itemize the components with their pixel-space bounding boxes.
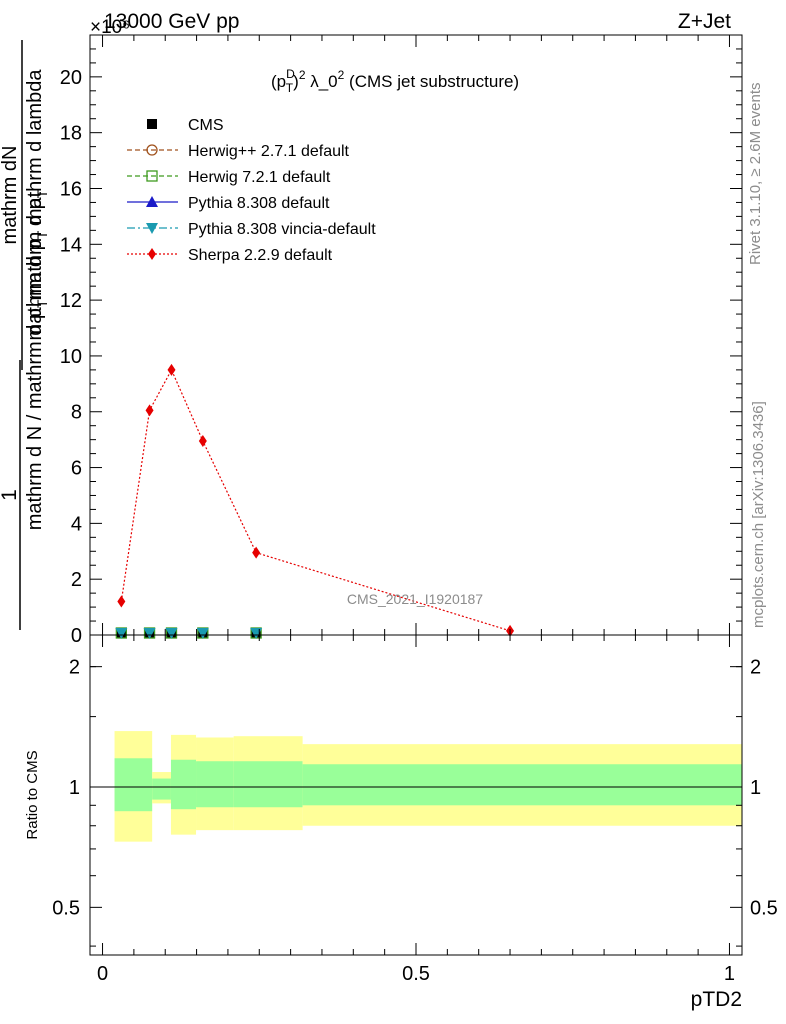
main-y-axis: 0 2 4 6 8 10 12 14 16 18 20 bbox=[60, 34, 742, 647]
legend-marker-pythia-8-308-vincia-default bbox=[146, 223, 158, 234]
ratio-y-tick-label: 1 bbox=[69, 777, 80, 799]
legend: CMS Herwig++ 2.7.1 default Herwig 7.2.1 de… bbox=[127, 117, 376, 264]
main-data-marks bbox=[115, 363, 515, 639]
main-y-tick-label: 20 bbox=[60, 67, 82, 89]
title-mid: λ_0 bbox=[306, 72, 338, 91]
ratio-y-axis-label: Ratio to CMS bbox=[24, 750, 41, 839]
data-point-pythia-8-308-vincia-default bbox=[196, 628, 209, 639]
main-y-axis-label: 1 mathrm dN mathrm d pT mathrm d lambda … bbox=[0, 40, 50, 630]
x-tick-label: 1 bbox=[724, 963, 735, 985]
main-y-tick-label: 12 bbox=[60, 290, 82, 312]
ratio-inner-band bbox=[302, 764, 742, 806]
title-sup-2b: 2 bbox=[338, 68, 345, 82]
main-y-tick-label: 18 bbox=[60, 123, 82, 145]
ylabel-frac-top: mathrm dN bbox=[0, 146, 21, 245]
main-y-tick-label: 8 bbox=[71, 402, 82, 424]
ratio-inner-band bbox=[233, 761, 303, 808]
legend-label-herwig-2-7-1-default: Herwig++ 2.7.1 default bbox=[188, 143, 350, 160]
legend-marker-herwig-2-7-1-default bbox=[146, 144, 158, 156]
ylabel-denominator: mathrm d N / mathrm d pTmathrm d pT bbox=[24, 189, 50, 530]
ratio-y-tick-label: 2 bbox=[69, 657, 80, 679]
legend-marker-cms bbox=[147, 119, 157, 129]
data-point-sherpa-2-2-9-default bbox=[198, 435, 207, 448]
ratio-inner-band bbox=[170, 759, 197, 810]
data-point-sherpa-2-2-9-default bbox=[117, 595, 126, 608]
ratio-uncertainty-bands bbox=[90, 731, 742, 842]
ratio-inner-band bbox=[196, 761, 234, 808]
x-tick-label: 0.5 bbox=[402, 963, 430, 985]
main-y-tick-label: 14 bbox=[60, 234, 82, 256]
ratio-y-tick-label: 0.5 bbox=[52, 897, 80, 919]
main-y-tick-label: 0 bbox=[71, 625, 82, 647]
x-axis-label: pTD2 bbox=[691, 988, 742, 1011]
data-point-pythia-8-308-vincia-default bbox=[115, 628, 128, 639]
ylabel-frac-bottom: mathrm d pT mathrm d lambda bbox=[24, 69, 50, 341]
analysis-watermark: CMS_2021_I1920187 bbox=[347, 591, 483, 607]
main-y-tick-label: 16 bbox=[60, 178, 82, 200]
ratio-y-axis: 0.5 0.5 1 1 2 2 bbox=[52, 657, 778, 947]
exponent-label: ×10⁶ bbox=[90, 17, 130, 38]
ratio-y-tick-label-right: 0.5 bbox=[750, 897, 778, 919]
rivet-label: Rivet 3.1.10, ≥ 2.6M events bbox=[747, 83, 764, 266]
main-y-tick-label: 10 bbox=[60, 346, 82, 368]
data-point-pythia-8-308-vincia-default bbox=[143, 628, 156, 639]
legend-label-sherpa-2-2-9-default: Sherpa 2.2.9 default bbox=[188, 247, 333, 264]
x-tick-label: 0 bbox=[97, 963, 108, 985]
legend-label-herwig-7-2-1-default: Herwig 7.2.1 default bbox=[188, 169, 331, 186]
series-line-sherpa-2-2-9-default bbox=[120, 368, 511, 632]
title-sub-t: T bbox=[286, 81, 294, 95]
ylabel-numerator: 1 bbox=[0, 489, 21, 501]
legend-marker-herwig-7-2-1-default bbox=[146, 170, 158, 182]
title-prefix: (p bbox=[271, 72, 286, 91]
mcplots-label: mcplots.cern.ch [arXiv:1306.3436] bbox=[750, 401, 767, 628]
header-left-title: 13000 GeV pp bbox=[104, 10, 239, 33]
data-point-sherpa-2-2-9-default bbox=[145, 404, 154, 417]
ratio-inner-band bbox=[152, 778, 171, 800]
main-y-tick-label: 6 bbox=[71, 458, 82, 480]
data-point-sherpa-2-2-9-default bbox=[167, 363, 176, 376]
title-paren: ) bbox=[293, 72, 299, 91]
header-right-title: Z+Jet bbox=[678, 10, 731, 33]
x-axis: 0 0.5 1 bbox=[97, 35, 735, 985]
data-point-sherpa-2-2-9-default bbox=[252, 546, 261, 559]
title-sup-2: 2 bbox=[299, 68, 306, 82]
title-suffix: (CMS jet substructure) bbox=[344, 72, 519, 91]
legend-label-pythia-8-308-default: Pythia 8.308 default bbox=[188, 195, 330, 212]
main-y-tick-label: 2 bbox=[71, 569, 82, 591]
legend-marker-sherpa-2-2-9-default bbox=[148, 248, 156, 260]
main-panel-title: (pD T)2 λ_02 (CMS jet substructure) bbox=[271, 67, 519, 95]
legend-label-pythia-8-308-vincia-default: Pythia 8.308 vincia-default bbox=[188, 221, 376, 238]
ratio-inner-band bbox=[114, 758, 153, 812]
data-point-pythia-8-308-vincia-default bbox=[165, 628, 178, 639]
legend-marker-pythia-8-308-default bbox=[146, 196, 158, 207]
ratio-y-tick-label-right: 1 bbox=[750, 777, 761, 799]
legend-label-cms: CMS bbox=[188, 117, 224, 134]
main-y-tick-label: 4 bbox=[71, 513, 82, 535]
title-sup-d: D bbox=[286, 67, 295, 81]
ratio-y-tick-label-right: 2 bbox=[750, 657, 761, 679]
